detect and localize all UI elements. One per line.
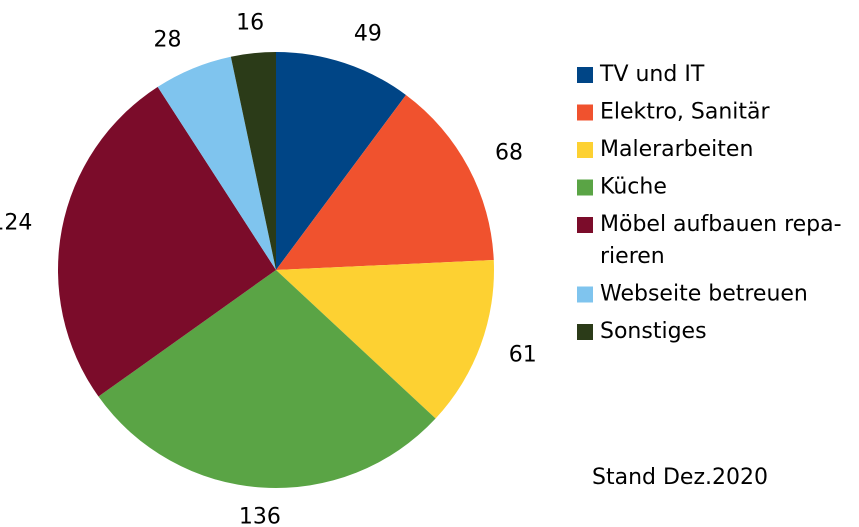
legend-label: TV und IT — [599, 62, 705, 87]
legend-label: Malerarbeiten — [600, 137, 753, 162]
annotation: Stand Dez.2020 — [592, 465, 768, 490]
pie-slice — [58, 86, 277, 397]
legend-swatch — [577, 142, 593, 158]
data-label: 124 — [0, 210, 32, 235]
legend-label: Elektro, Sanitär — [600, 100, 771, 125]
data-label: 136 — [239, 504, 281, 527]
legend-label: Sonstiges — [600, 319, 707, 344]
legend-swatch — [577, 286, 593, 303]
pie-slice — [276, 94, 494, 271]
legend-swatch — [577, 67, 593, 83]
data-label: 16 — [236, 10, 264, 35]
data-label: 28 — [153, 28, 181, 53]
legend-swatch — [577, 104, 593, 121]
pie-slice — [276, 52, 406, 270]
legend-swatch — [577, 179, 593, 196]
legend-label: Möbel aufbauen repa-rieren — [600, 212, 842, 269]
legend-label: Küche — [600, 175, 667, 200]
pie-slice — [98, 270, 436, 488]
pie-slice — [157, 56, 276, 270]
legend-swatch — [577, 217, 593, 233]
data-label: 61 — [509, 342, 537, 367]
legend-label: Webseite betreuen — [600, 282, 808, 307]
data-label: 68 — [495, 141, 523, 166]
pie-slice — [230, 52, 276, 270]
data-label: 49 — [354, 22, 382, 47]
legend-swatch — [577, 324, 593, 340]
pie-slice — [276, 260, 494, 419]
